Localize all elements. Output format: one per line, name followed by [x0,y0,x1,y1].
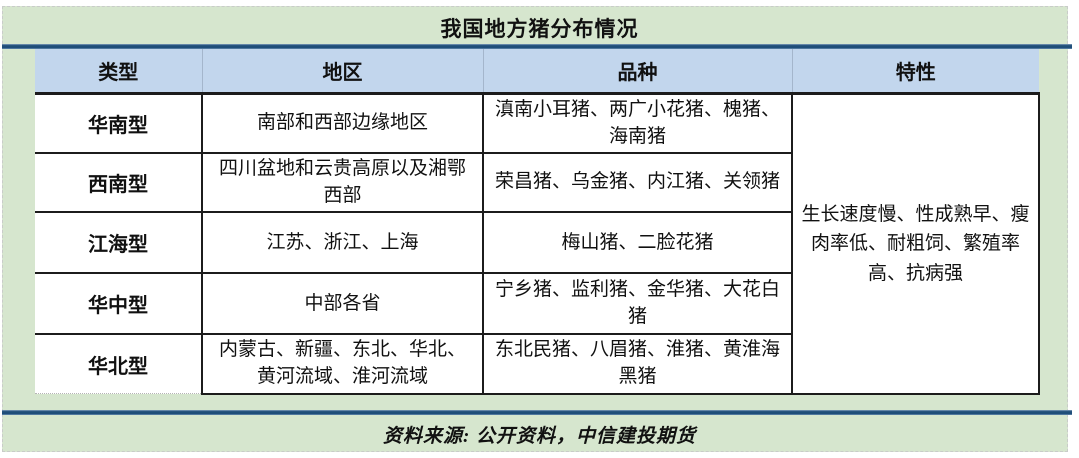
breeds-cell: 东北民猪、八眉猪、淮猪、黄淮海黑猪 [482,333,793,395]
table-row: 华南型 南部和西部边缘地区 滇南小耳猪、两广小花猪、槐猪、海南猪 生长速度慢、性… [35,92,1040,395]
breeds-cell: 滇南小耳猪、两广小花猪、槐猪、海南猪 [482,92,793,155]
col-header-breed: 品种 [483,49,793,95]
pig-distribution-table: 类型 地区 品种 特性 华南型 南部和西部边缘地区 滇南小耳猪、两广小花猪、槐猪… [35,49,1040,395]
region-cell: 中部各省 [201,272,484,336]
region-cell: 内蒙古、新疆、东北、华北、黄河流域、淮河流域 [201,333,484,395]
col-header-type: 类型 [35,49,203,95]
traits-cell: 生长速度慢、性成熟早、瘦肉率低、耐粗饲、繁殖率高、抗病强 [791,92,1040,395]
region-cell: 南部和西部边缘地区 [201,92,484,155]
table-row: 华北型 内蒙古、新疆、东北、华北、黄河流域、淮河流域 东北民猪、八眉猪、淮猪、黄… [35,333,1039,395]
table-row: 西南型 四川盆地和云贵高原以及湘鄂西部 荣昌猪、乌金猪、内江猪、关领猪 [35,152,1039,214]
bottom-divider-rule [2,410,1072,415]
table-row: 华中型 中部各省 宁乡猪、监利猪、金华猪、大花白猪 [35,272,1039,336]
region-cell: 江苏、浙江、上海 [201,211,484,275]
breeds-cell: 梅山猪、二脸花猪 [482,211,793,275]
breeds-cell: 宁乡猪、监利猪、金华猪、大花白猪 [482,272,793,336]
type-cell: 华北型 [35,333,203,395]
header-row: 类型 地区 品种 特性 [35,49,1039,95]
type-cell: 江海型 [35,211,203,275]
figure-title: 我国地方猪分布情况 [440,18,639,41]
breeds-cell: 荣昌猪、乌金猪、内江猪、关领猪 [482,152,793,214]
col-header-region: 地区 [202,49,484,95]
type-cell: 西南型 [35,152,203,214]
table-row: 江海型 江苏、浙江、上海 梅山猪、二脸花猪 [35,211,1039,275]
col-header-traits: 特性 [792,49,1039,95]
top-divider-rule [2,44,1072,49]
type-cell: 华南型 [35,92,203,155]
region-cell: 四川盆地和云贵高原以及湘鄂西部 [201,152,484,214]
type-cell: 华中型 [35,272,203,336]
source-note: 资料来源: 公开资料，中信建投期货 [382,426,697,447]
